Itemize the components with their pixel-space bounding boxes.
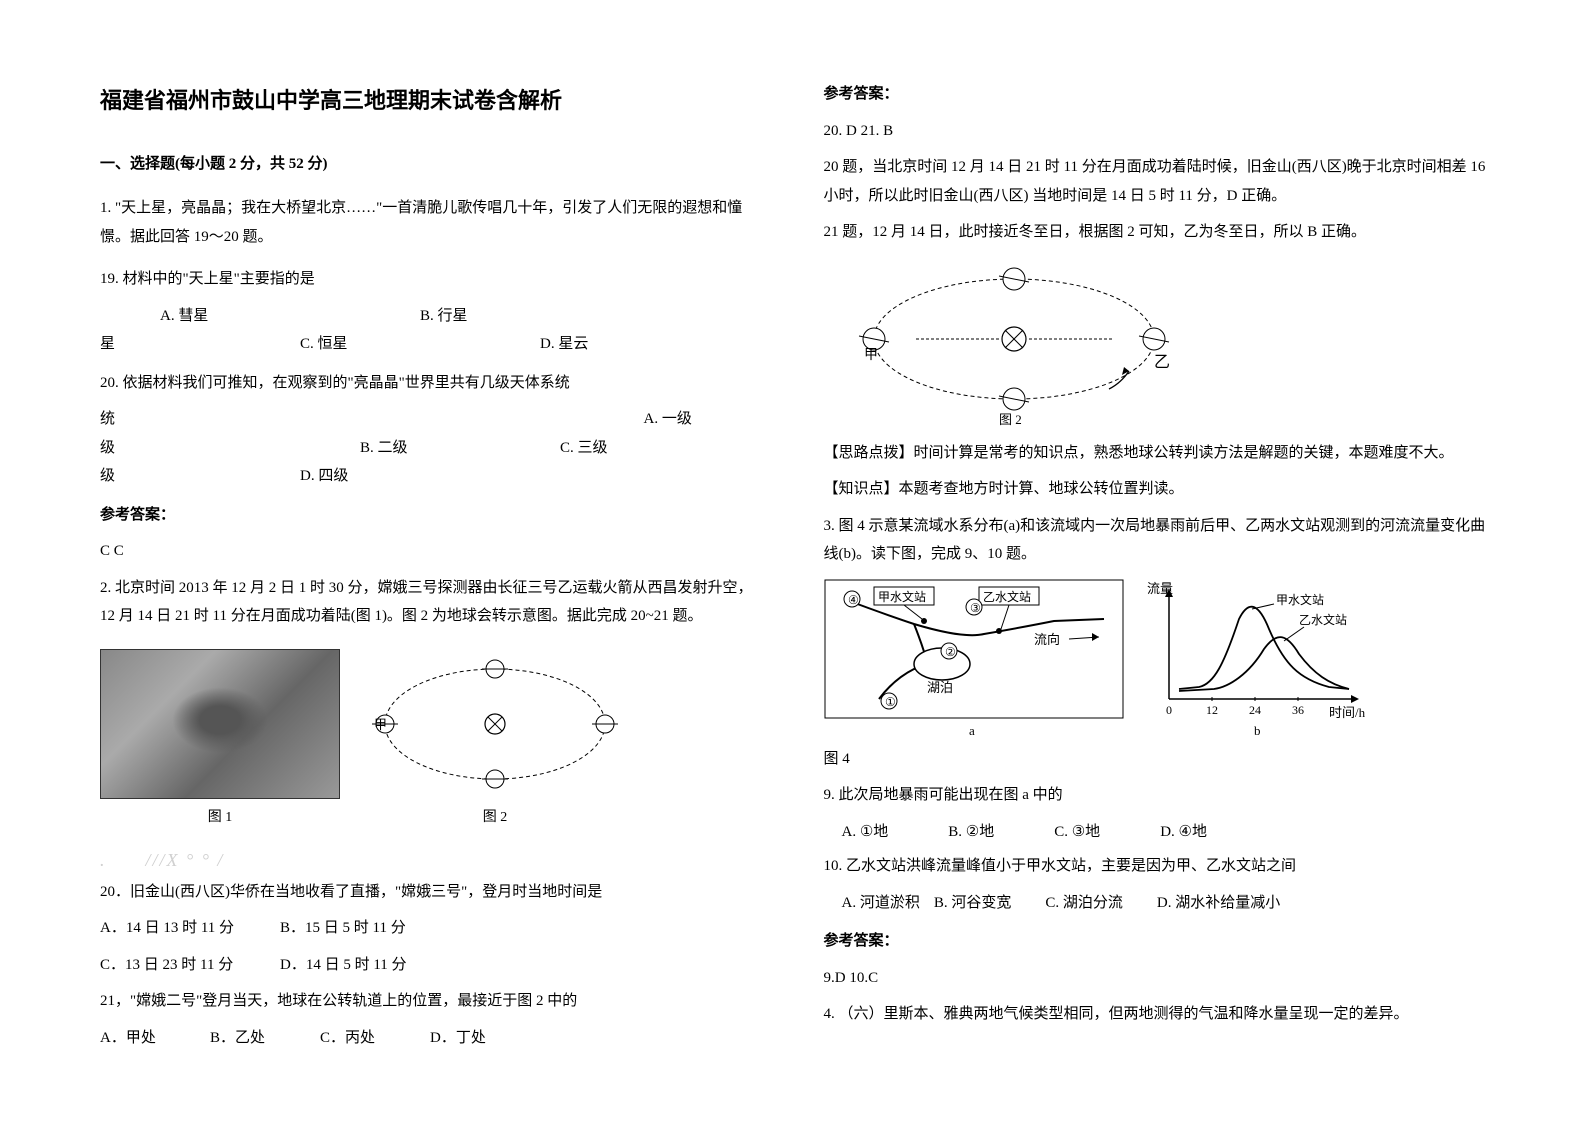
q20b-opt-b: B．15 日 5 时 11 分 (280, 914, 460, 943)
answer-2-exp1: 20 题，当北京时间 12 月 14 日 21 时 11 分在月面成功着陆时候，… (824, 153, 1488, 210)
answer-1: C C (100, 537, 764, 566)
q20b-opt-d: D．14 日 5 时 11 分 (280, 951, 460, 980)
q20-opt-b: B. 二级 (360, 434, 560, 463)
q20b-options-1: A．14 日 13 时 11 分 B．15 日 5 时 11 分 (100, 914, 764, 943)
q20b-opt-a: A．14 日 13 时 11 分 (100, 914, 280, 943)
q20b-opt-c: C．13 日 23 时 11 分 (100, 951, 280, 980)
q4-intro: 4. （六）里斯本、雅典两地气候类型相同，但两地测得的气温和降水量呈现一定的差异… (824, 1000, 1488, 1029)
tip-text: 时间计算是常考的知识点，熟悉地球公转判读方法是解题的关键，本题难度不大。 (914, 445, 1454, 461)
q19-opt-d: D. 星云 (540, 330, 588, 359)
figure-row-1: 图 1 甲 图 2 (100, 649, 764, 832)
q1-intro: 1. "天上星，亮晶晶；我在大桥望北京……"一首清脆儿歌传唱几十年，引发了人们无… (100, 194, 764, 251)
figure-2-caption: 图 2 (370, 805, 620, 832)
answer-heading-3: 参考答案： (824, 927, 1488, 956)
q10-opt-c: C. 湖泊分流 (1045, 889, 1123, 918)
svg-text:图 2: 图 2 (999, 412, 1022, 427)
know-label: 【知识点】 (824, 481, 899, 497)
q19-stem: 19. 材料中的"天上星"主要指的是 (100, 265, 764, 294)
q19-options: A. 彗星 B. 行星 星 C. 恒星 D. 星云 (100, 302, 764, 359)
q20-opt-a: A. 一级 (644, 405, 764, 434)
svg-text:乙: 乙 (1154, 354, 1170, 371)
svg-text:甲水文站: 甲水文站 (878, 589, 926, 604)
figure-1-image (100, 649, 340, 799)
q21-options: A．甲处 B．乙处 C．丙处 D．丁处 (100, 1024, 764, 1053)
right-column: 参考答案： 20. D 21. B 20 题，当北京时间 12 月 14 日 2… (824, 80, 1488, 1082)
figure-1-caption: 图 1 (100, 805, 340, 832)
figure-4a: 湖泊 甲水文站 乙水文站 流向 ① ② ③ ④ a (824, 579, 1124, 739)
document-title: 福建省福州市鼓山中学高三地理期末试卷含解析 (100, 80, 764, 122)
q21-opt-a: A．甲处 (100, 1024, 210, 1053)
tip-label: 【思路点拨】 (824, 445, 914, 461)
q19-opt-c: C. 恒星 (300, 330, 540, 359)
q20-options: 统A. 一级 级B. 二级C. 三级 级D. 四级 (100, 405, 764, 491)
watermark: . ///X ° ° / (100, 843, 764, 877)
q21-opt-d: D．丁处 (430, 1024, 540, 1053)
q20b-options-2: C．13 日 23 时 11 分 D．14 日 5 时 11 分 (100, 951, 764, 980)
svg-text:a: a (969, 723, 975, 738)
svg-text:③: ③ (970, 601, 981, 615)
orbit-diagram-b: 甲 乙 图 2 (854, 259, 1174, 429)
q10-stem: 10. 乙水文站洪峰流量峰值小于甲水文站，主要是因为甲、乙水文站之间 (824, 852, 1488, 881)
svg-text:甲水文站: 甲水文站 (1276, 592, 1324, 607)
q9-opt-c: C. ③地 (1054, 818, 1100, 847)
svg-text:甲: 甲 (864, 348, 878, 363)
svg-text:流量: 流量 (1147, 581, 1173, 596)
svg-text:湖泊: 湖泊 (927, 680, 953, 695)
figure-4-caption: 图 4 (824, 745, 1488, 774)
figure-4-row: 湖泊 甲水文站 乙水文站 流向 ① ② ③ ④ a (824, 579, 1488, 739)
answer-2: 20. D 21. B (824, 117, 1488, 146)
svg-text:12: 12 (1206, 703, 1218, 717)
svg-text:④: ④ (848, 593, 859, 607)
q10-opt-b: B. 河谷变宽 (934, 889, 1012, 918)
answer-3: 9.D 10.C (824, 964, 1488, 993)
svg-text:36: 36 (1292, 703, 1304, 717)
q9-opt-b: B. ②地 (948, 818, 994, 847)
q10-opt-a: A. 河道淤积 (842, 889, 920, 918)
answer-heading-2: 参考答案： (824, 80, 1488, 109)
q10-opt-d: D. 湖水补给量减小 (1157, 889, 1280, 918)
q19-opt-b: B. 行星 (420, 302, 468, 331)
q20-opt-c: C. 三级 (560, 434, 608, 463)
q2-intro: 2. 北京时间 2013 年 12 月 2 日 1 时 30 分，嫦娥三号探测器… (100, 574, 764, 631)
q9-opt-d: D. ④地 (1160, 818, 1207, 847)
q20-stem: 20. 依据材料我们可推知，在观察到的"亮晶晶"世界里共有几级天体系统 (100, 369, 764, 398)
svg-text:时间/h: 时间/h (1329, 705, 1366, 720)
q9-stem: 9. 此次局地暴雨可能出现在图 a 中的 (824, 781, 1488, 810)
svg-text:24: 24 (1249, 703, 1261, 717)
tip-line: 【思路点拨】时间计算是常考的知识点，熟悉地球公转判读方法是解题的关键，本题难度不… (824, 439, 1488, 468)
figure-1: 图 1 (100, 649, 340, 832)
q9-options: A. ①地 B. ②地 C. ③地 D. ④地 (824, 818, 1488, 847)
svg-text:流向: 流向 (1034, 632, 1060, 647)
svg-text:①: ① (885, 695, 896, 709)
q3-intro: 3. 图 4 示意某流域水系分布(a)和该流域内一次局地暴雨前后甲、乙两水文站观… (824, 512, 1488, 569)
q20-opt-d: D. 四级 (300, 462, 348, 491)
q20b-stem: 20．旧金山(西八区)华侨在当地收看了直播，"嫦娥三号"，登月时当地时间是 (100, 878, 764, 907)
svg-text:乙水文站: 乙水文站 (983, 589, 1031, 604)
know-line: 【知识点】本题考查地方时计算、地球公转位置判读。 (824, 475, 1488, 504)
q21-opt-c: C．丙处 (320, 1024, 430, 1053)
section-1-heading: 一、选择题(每小题 2 分，共 52 分) (100, 150, 764, 179)
q21-stem: 21，"嫦娥二号"登月当天，地球在公转轨道上的位置，最接近于图 2 中的 (100, 987, 764, 1016)
q19-opt-a: A. 彗星 (160, 302, 420, 331)
q10-options: A. 河道淤积 B. 河谷变宽 C. 湖泊分流 D. 湖水补给量减小 (824, 889, 1488, 918)
svg-text:②: ② (945, 645, 956, 659)
left-column: 福建省福州市鼓山中学高三地理期末试卷含解析 一、选择题(每小题 2 分，共 52… (100, 80, 764, 1082)
q9-opt-a: A. ①地 (842, 818, 889, 847)
svg-text:0: 0 (1166, 703, 1172, 717)
figure-4b: 流量 时间/h 0 12 24 36 甲水文站 乙水文站 b (1144, 579, 1374, 739)
know-text: 本题考查地方时计算、地球公转位置判读。 (899, 481, 1184, 497)
q21-opt-b: B．乙处 (210, 1024, 320, 1053)
figure-2: 甲 图 2 (370, 649, 620, 832)
figure-2b: 甲 乙 图 2 (854, 259, 1488, 429)
orbit-label-jia: 甲 (374, 717, 387, 732)
answer-2-exp2: 21 题，12 月 14 日，此时接近冬至日，根据图 2 可知，乙为冬至日，所以… (824, 218, 1488, 247)
orbit-diagram: 甲 (370, 649, 620, 799)
svg-text:乙水文站: 乙水文站 (1299, 612, 1347, 627)
answer-heading-1: 参考答案： (100, 501, 764, 530)
svg-text:b: b (1254, 723, 1261, 738)
